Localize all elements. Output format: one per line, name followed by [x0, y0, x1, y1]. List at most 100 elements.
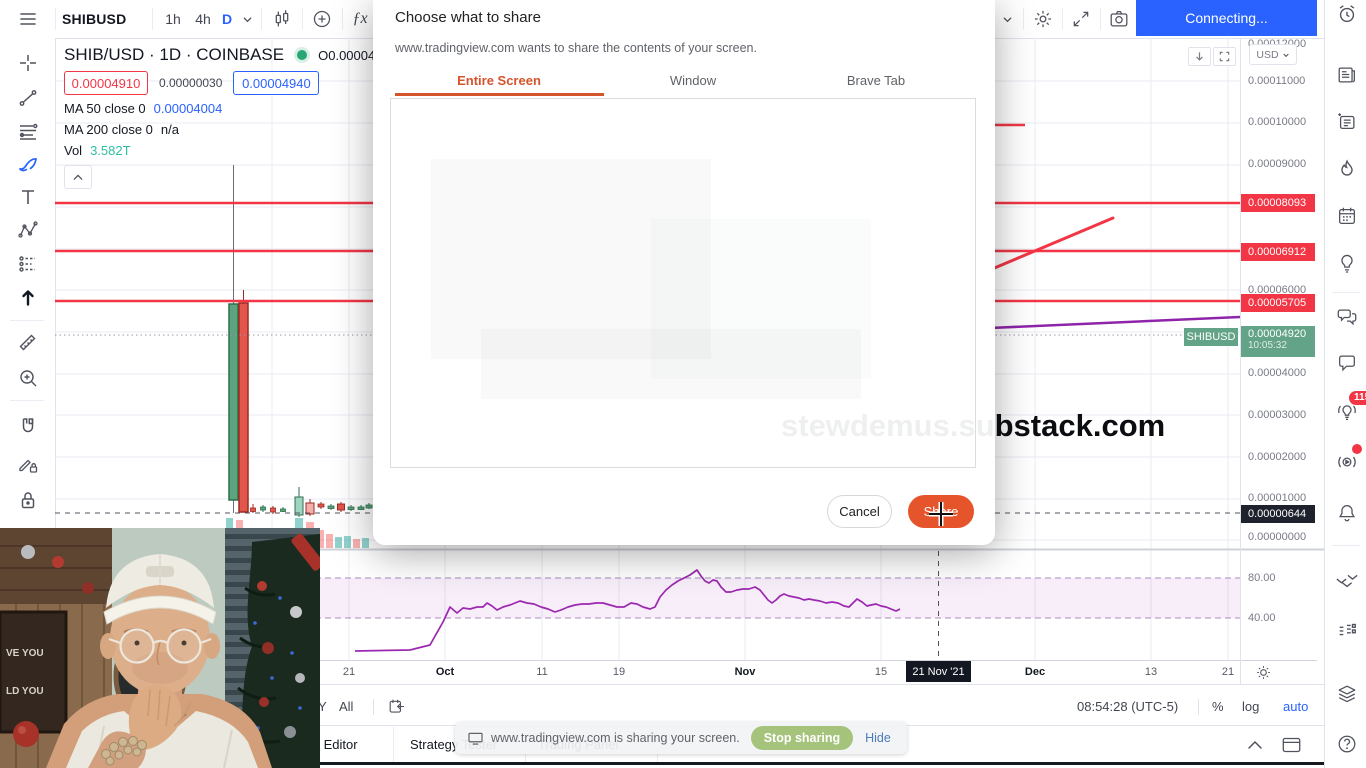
interval-1d-button[interactable]: D — [221, 11, 233, 27]
legend-open-value: O0.0000484 — [318, 47, 390, 63]
time-tick: 19 — [612, 666, 626, 678]
ideas-lightbulb-icon[interactable] — [1333, 249, 1361, 277]
range-all-button[interactable]: All — [339, 699, 354, 714]
camera-snapshot-icon[interactable] — [1104, 0, 1134, 38]
chart-legend: SHIB/USD · 1D · COINBASE O0.0000484 0.00… — [64, 45, 390, 189]
tab-entire-screen[interactable]: Entire Screen — [457, 73, 541, 88]
log-scale-button[interactable]: log — [1242, 699, 1260, 714]
compare-plus-icon[interactable] — [306, 0, 338, 38]
collapse-legend-icon[interactable] — [64, 165, 92, 189]
interval-4h-button[interactable]: 4h — [195, 11, 211, 27]
clock-label[interactable]: 08:54:28 (UTC-5) — [1077, 699, 1179, 714]
brush-tool-icon[interactable] — [14, 151, 42, 179]
rsi-tick[interactable]: 80.00 — [1248, 572, 1276, 584]
chats-icon[interactable] — [1333, 303, 1361, 331]
price-tick[interactable]: 0.00002000 — [1248, 451, 1307, 463]
candles-style-icon[interactable] — [267, 0, 297, 38]
symbol-button[interactable]: SHIBUSD — [62, 0, 126, 38]
volume-row[interactable]: Vol 3.582T — [64, 143, 131, 158]
text-tool-icon[interactable] — [14, 183, 42, 211]
panel-collapse-icon[interactable] — [1247, 726, 1263, 763]
screen-preview-thumbnail[interactable] — [390, 98, 976, 468]
price-tick[interactable]: 0.00006000 — [1248, 284, 1307, 296]
fib-retracement-tool-icon[interactable] — [14, 118, 42, 146]
scroll-to-recent-icon[interactable] — [1188, 47, 1211, 66]
rsi-tick[interactable]: 40.00 — [1248, 612, 1276, 624]
lock-all-icon[interactable] — [14, 486, 42, 514]
time-tick: 13 — [1144, 666, 1158, 678]
tab-brave-tab[interactable]: Brave Tab — [846, 73, 906, 88]
auto-scale-button[interactable]: auto — [1283, 699, 1309, 714]
time-tick: 21 — [342, 666, 356, 678]
time-tick: 21 — [1221, 666, 1235, 678]
chevron-down-icon[interactable] — [238, 0, 256, 38]
drawing-lock-icon[interactable] — [14, 450, 42, 478]
dialog-title: Choose what to share — [395, 9, 541, 26]
trend-line-tool-icon[interactable] — [14, 84, 42, 112]
symbol-tag-label: SHIBUSD — [1184, 328, 1238, 346]
sun-theme-icon[interactable] — [1255, 664, 1272, 681]
price-tick[interactable]: 0.00003000 — [1248, 409, 1307, 421]
price-tick[interactable]: 0.00004000 — [1248, 367, 1307, 379]
ask-price-box[interactable]: 0.00004940 — [233, 71, 320, 95]
settings-gear-icon[interactable] — [1028, 0, 1058, 38]
price-tick[interactable]: 0.00010000 — [1248, 116, 1307, 128]
arrow-marker-tool-icon[interactable] — [14, 283, 42, 311]
projection-tool-icon[interactable] — [14, 250, 42, 278]
price-tick[interactable]: 0.00001000 — [1248, 492, 1307, 504]
crosshair-tool-icon[interactable] — [14, 49, 42, 77]
markets-chevrons-icon[interactable] — [1333, 566, 1361, 594]
share-button[interactable]: Share — [908, 495, 974, 528]
xabcd-pattern-tool-icon[interactable] — [14, 217, 42, 245]
hide-button[interactable]: Hide — [865, 731, 891, 745]
price-tick[interactable]: 0.00009000 — [1248, 158, 1307, 170]
pine-scripts-grid-icon[interactable] — [1333, 616, 1361, 644]
ma50-row[interactable]: MA 50 close 0 0.00004004 — [64, 101, 223, 116]
currency-dropdown[interactable]: USD — [1249, 44, 1297, 65]
fullscreen-icon[interactable] — [1066, 0, 1096, 38]
news-icon[interactable] — [1333, 61, 1361, 89]
notifications-bell-icon[interactable] — [1333, 499, 1361, 527]
maximize-pane-icon[interactable] — [1213, 47, 1236, 66]
cancel-button[interactable]: Cancel — [827, 495, 892, 528]
panel-maximize-icon[interactable] — [1282, 726, 1301, 763]
connecting-button[interactable]: Connecting... — [1136, 0, 1317, 36]
go-to-date-icon[interactable] — [387, 689, 406, 724]
chevron-down-icon[interactable] — [999, 0, 1015, 38]
comment-icon[interactable] — [1333, 349, 1361, 377]
hamburger-menu-icon[interactable] — [12, 0, 44, 38]
object-tree-layers-icon[interactable] — [1333, 680, 1361, 708]
calendar-icon[interactable] — [1333, 202, 1361, 230]
webcam-video[interactable]: VE YOU LD YOU — [0, 528, 320, 768]
text-notes-icon[interactable] — [1333, 108, 1361, 136]
tab-window[interactable]: Window — [669, 73, 717, 88]
interval-1h-button[interactable]: 1h — [165, 11, 181, 27]
ma200-row[interactable]: MA 200 close 0 n/a — [64, 122, 179, 137]
streams-lightbulb-icon[interactable]: 115 — [1333, 391, 1366, 426]
dialog-subtitle: www.tradingview.com wants to share the c… — [395, 41, 757, 55]
zoom-in-tool-icon[interactable] — [14, 364, 42, 392]
stop-sharing-button[interactable]: Stop sharing — [750, 726, 854, 750]
percent-scale-button[interactable]: % — [1212, 699, 1224, 714]
purple-trend-line — [989, 315, 1241, 330]
rsi-line — [354, 569, 901, 652]
share-screen-dialog: Choose what to share www.tradingview.com… — [373, 0, 995, 545]
help-icon[interactable] — [1333, 730, 1361, 758]
ruler-tool-icon[interactable] — [14, 328, 42, 356]
alerts-clock-icon[interactable] — [1333, 0, 1361, 28]
trend-line-drawing — [983, 216, 1115, 274]
crosshair-price-label: 0.00000644 — [1241, 505, 1315, 523]
range-1y-button[interactable]: Y — [318, 699, 327, 714]
time-tick: Oct — [435, 666, 455, 678]
bid-price-box[interactable]: 0.00004910 — [64, 71, 148, 95]
live-streams-icon[interactable] — [1333, 444, 1362, 476]
time-tick: Nov — [734, 666, 756, 678]
symbol-label: SHIBUSD — [62, 11, 127, 27]
hotlist-flame-icon[interactable] — [1333, 155, 1361, 183]
magnet-tool-icon[interactable] — [14, 413, 42, 441]
live-dot — [1352, 444, 1362, 454]
price-tick[interactable]: 0.00011000 — [1248, 75, 1306, 87]
indicators-fx-icon[interactable]: ƒx — [352, 10, 368, 27]
price-tick[interactable]: 0.00000000 — [1248, 531, 1307, 543]
legend-title[interactable]: SHIB/USD · 1D · COINBASE — [64, 45, 285, 64]
